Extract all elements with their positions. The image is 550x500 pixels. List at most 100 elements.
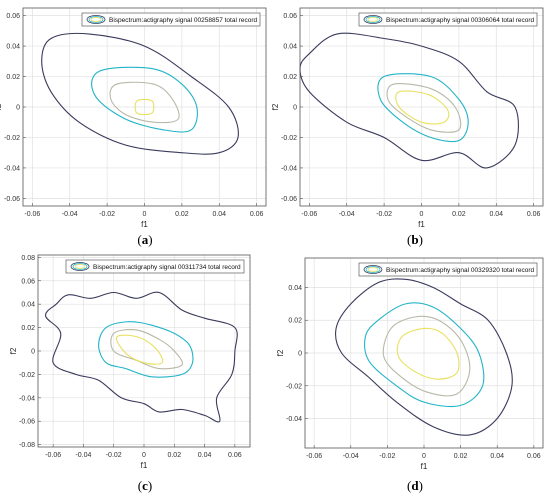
x-tick-label: -0.02 — [379, 453, 395, 460]
x-tick-label: -0.02 — [376, 211, 392, 218]
legend-swatch-outer — [363, 265, 383, 274]
panel-d: -0.06 -0.04 -0.02 0 0.02 0.04 0.06 -0.04 -0.02 0 0… — [276, 257, 544, 493]
y-tick-label: 0 — [31, 349, 35, 356]
y-tick-label: 0 — [16, 105, 20, 112]
legend-swatch-mid — [365, 16, 381, 23]
contour-line-0 — [41, 32, 239, 155]
x-tick-label: 0.04 — [198, 452, 212, 459]
caption-open-paren: ( — [138, 478, 142, 493]
caption-letter: c — [142, 478, 148, 493]
legend-swatch-inner — [90, 17, 102, 22]
y-tick-label: 0 — [293, 105, 297, 112]
panel-caption: (b) — [407, 232, 423, 247]
x-axis-label: f1 — [141, 220, 148, 229]
y-axis-label: f2 — [276, 349, 285, 356]
panel-caption: (d) — [407, 478, 423, 493]
contour-line-3 — [395, 90, 450, 125]
x-tick-label: -0.02 — [106, 452, 122, 459]
panel-caption: (c) — [138, 478, 152, 493]
panel-b: -0.06 -0.04 -0.02 0 0.02 0.04 0.06 -0.06 -0.04 -0… — [271, 7, 544, 247]
legend-box — [358, 12, 538, 27]
legend-swatch-mid — [365, 266, 381, 273]
y-tick-label: 0.06 — [6, 13, 20, 20]
x-axis-label: f1 — [421, 462, 428, 471]
x-tick-label: 0.06 — [527, 211, 541, 218]
legend: Bispectrum:actigraphy signal 00311734 to… — [65, 259, 245, 274]
contour-line-1 — [98, 321, 194, 378]
legend: Bispectrum:actigraphy signal 00306064 to… — [358, 12, 538, 27]
caption-open-paren: ( — [407, 478, 411, 493]
legend: Bispectrum:actigraphy signal 00329320 to… — [358, 262, 538, 277]
x-tick-label: 0.06 — [250, 211, 264, 218]
y-tick-label: 0.02 — [288, 318, 302, 325]
y-tick-label: 0.04 — [288, 285, 302, 292]
legend-swatch-inner — [367, 267, 379, 272]
y-tick-label: -0.04 — [4, 165, 20, 172]
y-tick-label: -0.06 — [4, 196, 20, 203]
contour-line-3 — [115, 334, 164, 365]
x-tick-label: -0.04 — [75, 452, 91, 459]
y-tick-label: 0.02 — [283, 74, 297, 81]
y-tick-label: 0.04 — [6, 44, 20, 51]
legend-swatch-outer — [86, 15, 106, 24]
panel-a: -0.06 -0.04 -0.02 0 0.02 0.04 0.06 -0.06 -0.04 -0… — [0, 7, 267, 247]
x-tick-label: 0 — [143, 211, 147, 218]
x-tick-label: -0.06 — [24, 211, 40, 218]
x-tick-label: -0.04 — [343, 453, 359, 460]
legend-box — [65, 259, 245, 274]
contour-line-0 — [45, 291, 238, 423]
y-tick-label: 0 — [298, 351, 302, 358]
y-tick-label: -0.02 — [286, 383, 302, 390]
x-tick-label: -0.04 — [62, 211, 78, 218]
x-axis-label: f1 — [418, 220, 425, 229]
legend-swatch-mid — [88, 16, 104, 23]
y-axis-label: f2 — [9, 347, 18, 354]
contour-line-2 — [386, 83, 462, 133]
y-tick-label: -0.08 — [19, 442, 35, 449]
legend-swatch-outer — [70, 262, 90, 271]
y-tick-label: -0.06 — [19, 419, 35, 426]
x-tick-label: 0.02 — [167, 452, 181, 459]
caption-close-paren: ) — [148, 232, 152, 247]
contour-line-1 — [91, 66, 198, 133]
x-tick-label: 0.06 — [228, 452, 242, 459]
y-tick-label: 0.04 — [21, 302, 35, 309]
y-axis-label: f2 — [271, 103, 280, 110]
x-tick-label: 0.04 — [489, 211, 503, 218]
caption-close-paren: ) — [148, 478, 152, 493]
x-tick-label: 0.02 — [454, 453, 468, 460]
contour-line-2 — [109, 81, 180, 124]
x-tick-label: 0.04 — [212, 211, 226, 218]
y-tick-label: -0.02 — [19, 372, 35, 379]
legend-label: Bispectrum:actigraphy signal 00258857 to… — [109, 17, 258, 24]
caption-close-paren: ) — [419, 478, 423, 493]
legend-swatch-inner — [367, 17, 379, 22]
x-tick-label: 0.06 — [527, 453, 541, 460]
y-tick-label: 0.06 — [21, 278, 35, 285]
legend: Bispectrum:actigraphy signal 00258857 to… — [81, 12, 261, 27]
x-tick-label: -0.06 — [301, 211, 317, 218]
legend-box — [81, 12, 261, 27]
y-tick-label: -0.04 — [281, 165, 297, 172]
x-tick-label: 0 — [142, 452, 146, 459]
y-axis-label: f2 — [0, 103, 3, 110]
caption-open-paren: ( — [137, 232, 141, 247]
caption-letter: b — [411, 232, 418, 247]
x-axis-label: f1 — [141, 461, 148, 470]
contour-line-3 — [134, 98, 155, 116]
panel-caption: (a) — [137, 232, 152, 247]
caption-letter: a — [142, 232, 149, 247]
y-tick-label: -0.04 — [286, 416, 302, 423]
contour-line-0 — [335, 278, 513, 436]
y-tick-label: 0.08 — [21, 255, 35, 262]
legend-label: Bispectrum:actigraphy signal 00311734 to… — [93, 264, 241, 271]
y-tick-label: -0.02 — [4, 135, 20, 142]
x-tick-label: 0 — [422, 453, 426, 460]
y-tick-label: 0.02 — [21, 325, 35, 332]
caption-letter: d — [411, 478, 419, 493]
y-tick-label: -0.04 — [19, 395, 35, 402]
y-tick-label: -0.02 — [281, 135, 297, 142]
x-tick-label: -0.06 — [306, 453, 322, 460]
x-tick-label: 0.02 — [452, 211, 466, 218]
y-tick-label: 0.06 — [283, 13, 297, 20]
